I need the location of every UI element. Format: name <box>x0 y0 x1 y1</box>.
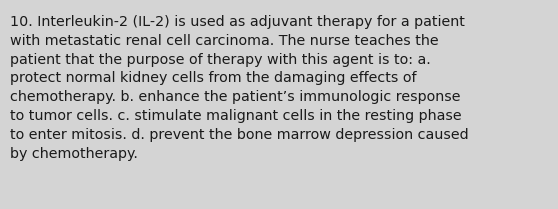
Text: 10. Interleukin-2 (IL-2) is used as adjuvant therapy for a patient
with metastat: 10. Interleukin-2 (IL-2) is used as adju… <box>10 15 469 161</box>
